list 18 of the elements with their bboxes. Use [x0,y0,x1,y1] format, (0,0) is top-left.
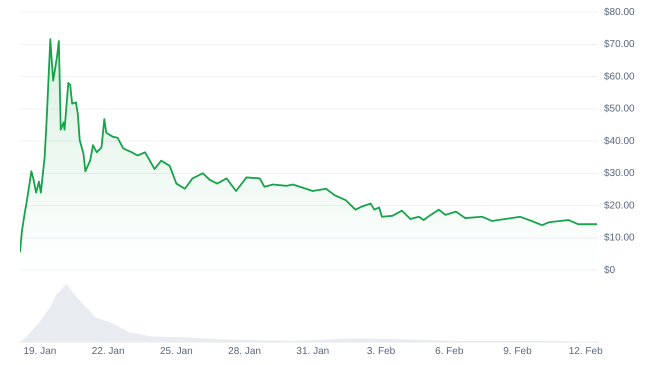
x-tick-label: 9. Feb [503,346,532,357]
y-tick-label: $30.00 [604,168,636,179]
y-tick-label: $10.00 [604,232,636,244]
x-tick-label: 28. Jan [228,346,261,357]
x-tick-label: 12. Feb [568,346,604,357]
y-tick-label: $50.00 [604,104,636,114]
x-tick-label: 19. Jan [23,346,56,357]
y-tick-label: $20.00 [604,200,636,212]
y-tick-label: $70.00 [604,39,636,50]
y-tick-label: $60.00 [604,71,636,82]
y-tick-label: $80.00 [604,6,636,18]
x-tick-label: 3. Feb [366,346,396,357]
x-tick-label: 25. Jan [160,346,193,357]
y-tick-label: $0 [604,264,616,276]
x-tick-label: 22. Jan [92,346,125,357]
y-tick-label: $40.00 [604,136,636,147]
x-tick-label: 6. Feb [435,346,464,357]
x-tick-label: 31. Jan [296,346,330,357]
